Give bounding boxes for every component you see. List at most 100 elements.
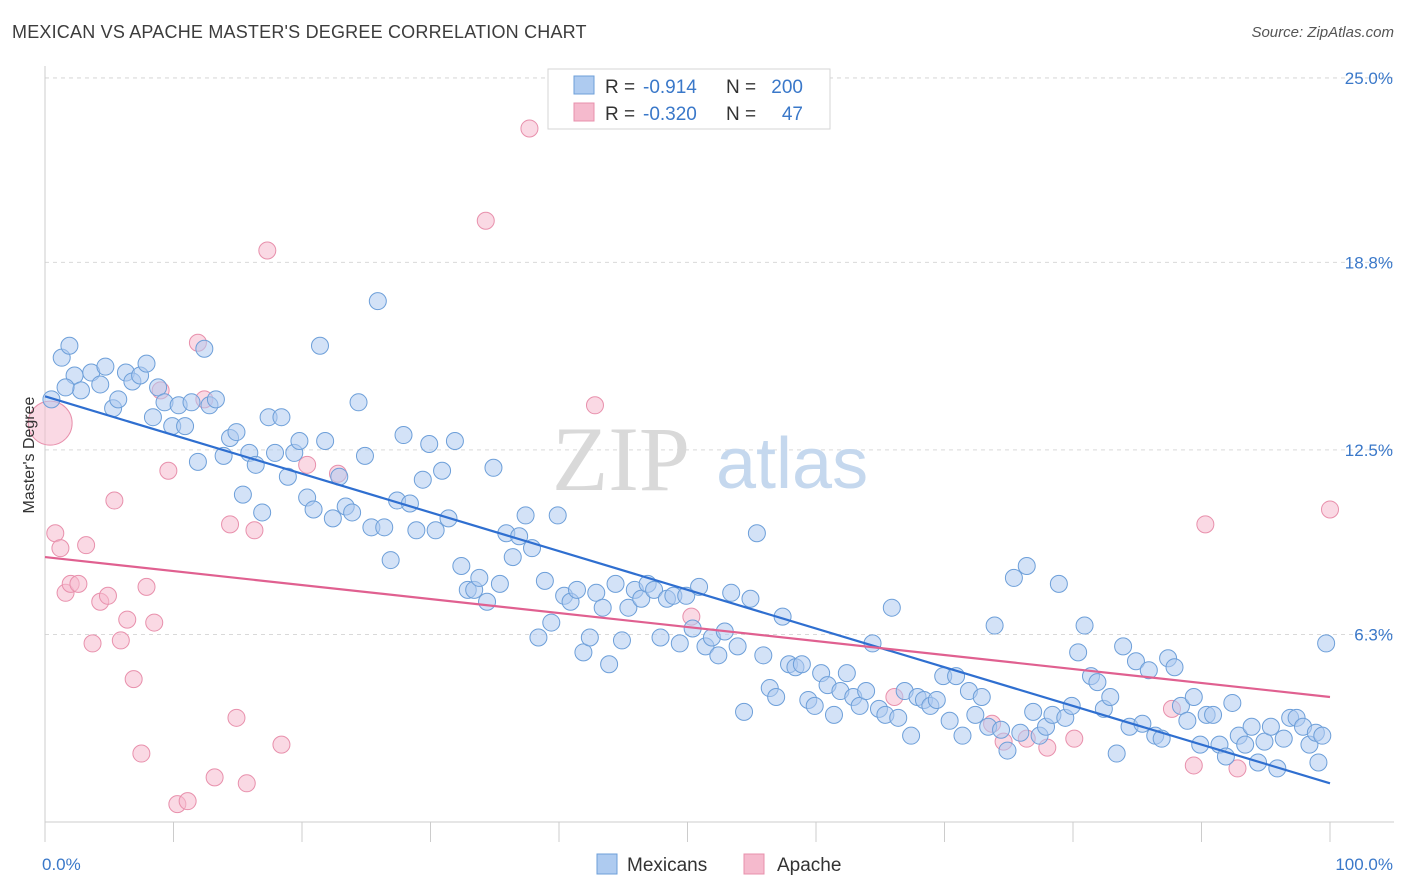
mexicans-point <box>233 485 252 504</box>
mexicans-point <box>1171 696 1190 715</box>
apache-point <box>476 211 495 230</box>
apache-point <box>77 536 96 555</box>
apache-point <box>520 119 539 138</box>
mexicans-point <box>1069 643 1088 662</box>
mexicans-point <box>1274 729 1293 748</box>
legend-label-mexicans: Mexicans <box>627 855 707 876</box>
mexicans-point <box>1317 634 1336 653</box>
mexicans-point <box>176 417 195 436</box>
mexicans-point <box>953 726 972 745</box>
mexicans-point <box>375 518 394 537</box>
apache-point <box>1196 515 1215 534</box>
mexicans-point <box>1126 652 1145 671</box>
mexicans-point <box>767 687 786 706</box>
mexicans-point <box>889 708 908 727</box>
mexicans-point <box>1204 705 1223 724</box>
mexicans-point <box>343 503 362 522</box>
mexicans-point <box>837 664 856 683</box>
mexicans-point <box>600 655 619 674</box>
mexicans-point <box>1011 723 1030 742</box>
mexicans-point <box>567 580 586 599</box>
mexicans-point <box>824 705 843 724</box>
mexicans-point <box>143 408 162 427</box>
mexicans-trend-line <box>44 395 1331 785</box>
mexicans-point <box>470 568 489 587</box>
mexicans-point <box>91 375 110 394</box>
mexicans-point <box>304 500 323 519</box>
mexicans-point <box>1178 711 1197 730</box>
legend-swatch-apache-bottom <box>743 853 765 875</box>
mexicans-point <box>612 631 631 650</box>
mexicans-point <box>1101 687 1120 706</box>
mexicans-point <box>137 354 156 373</box>
legend-r-value-mexicans: -0.914 <box>643 77 697 98</box>
apache-point <box>272 735 291 754</box>
mexicans-point <box>548 506 567 525</box>
mexicans-point <box>349 393 368 412</box>
apache-points <box>27 119 1339 814</box>
apache-point <box>221 515 240 534</box>
mexicans-point <box>1139 661 1158 680</box>
mexicans-point <box>56 378 75 397</box>
apache-trend-line <box>44 555 1331 699</box>
mexicans-point <box>290 432 309 450</box>
mexicans-point <box>857 682 876 701</box>
mexicans-point <box>1313 726 1332 745</box>
apache-point <box>105 491 124 510</box>
legend-r-label-mexicans: R = <box>605 77 635 98</box>
mexicans-point <box>1165 658 1184 677</box>
legend-r-label-apache: R = <box>605 104 635 125</box>
mexicans-point <box>426 521 445 540</box>
mexicans-point <box>266 443 285 462</box>
mexicans-point <box>966 705 985 724</box>
mexicans-point <box>850 696 869 715</box>
mexicans-point <box>195 339 214 358</box>
apache-point <box>1228 759 1247 778</box>
apache-point <box>1065 729 1084 748</box>
legend-swatch-mexicans-bottom <box>596 853 618 875</box>
apache-point <box>245 521 264 540</box>
trend-lines <box>44 395 1331 785</box>
mexicans-point <box>109 390 128 409</box>
x-tick-label: 0.0% <box>42 855 81 874</box>
mexicans-point <box>619 598 638 617</box>
mexicans-point <box>587 583 606 602</box>
mexicans-point <box>484 458 503 477</box>
mexicans-point <box>420 434 439 453</box>
mexicans-point <box>747 524 766 543</box>
mexicans-point <box>722 583 741 602</box>
legend-n-label-apache: N = <box>726 104 756 125</box>
mexicans-point <box>645 580 664 599</box>
mexicans-point <box>1255 732 1274 751</box>
apache-point <box>111 631 130 650</box>
mexicans-point <box>1114 637 1133 656</box>
mexicans-point <box>606 574 625 593</box>
apache-point <box>83 634 102 653</box>
mexicans-point <box>227 423 246 442</box>
mexicans-point <box>1017 557 1036 576</box>
mexicans-point <box>1236 735 1255 754</box>
mexicans-point <box>445 432 464 450</box>
mexicans-point <box>927 690 946 709</box>
x-tick-label: 100.0% <box>1335 855 1393 874</box>
y-tick-label: 25.0% <box>1345 69 1393 88</box>
mexicans-point <box>709 646 728 665</box>
mexicans-point <box>253 503 272 522</box>
mexicans-point <box>278 467 297 486</box>
apache-point <box>124 670 143 689</box>
mexicans-point <box>503 548 522 567</box>
mexicans-point <box>1107 744 1126 763</box>
apache-point <box>258 241 277 260</box>
mexicans-point <box>96 357 115 376</box>
apache-point <box>159 461 178 480</box>
tick-labels: 6.3% 12.5% 18.8% 25.0% 0.0% 100.0% <box>42 69 1393 874</box>
apache-point <box>69 574 88 593</box>
legend-swatch-mexicans <box>573 75 595 95</box>
apache-point <box>132 744 151 763</box>
apache-point <box>1184 756 1203 775</box>
apache-point <box>145 613 164 632</box>
y-tick-label: 6.3% <box>1354 625 1393 644</box>
chart-title: MEXICAN VS APACHE MASTER'S DEGREE CORREL… <box>12 22 587 42</box>
mexicans-point <box>433 461 452 480</box>
